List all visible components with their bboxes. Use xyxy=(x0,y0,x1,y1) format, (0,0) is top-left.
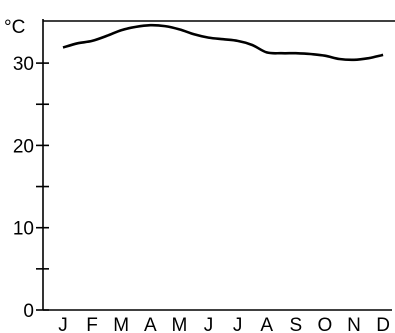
x-tick-label: J xyxy=(204,315,214,333)
series-layer xyxy=(62,23,384,62)
x-tick-label: D xyxy=(376,315,390,333)
x-tick-label: A xyxy=(144,315,157,333)
y-tick-label: 0 xyxy=(23,301,34,322)
x-tick-label: M xyxy=(171,315,187,333)
y-axis-ticks: 0 10 20 30 xyxy=(13,54,49,322)
x-tick-label: O xyxy=(318,315,333,333)
x-tick-label: A xyxy=(260,315,273,333)
x-tick-label: F xyxy=(86,315,98,333)
y-tick-label: 10 xyxy=(13,219,34,240)
y-axis-unit: °C xyxy=(4,17,25,38)
x-tick-label: J xyxy=(233,315,243,333)
x-tick-label: S xyxy=(289,315,302,333)
x-tick-label: N xyxy=(347,315,361,333)
x-tick-label: J xyxy=(58,315,68,333)
y-tick-label: 30 xyxy=(13,54,34,75)
temperature-series-line xyxy=(62,23,384,62)
x-tick-label: M xyxy=(113,315,129,333)
y-tick-label: 20 xyxy=(13,136,34,157)
